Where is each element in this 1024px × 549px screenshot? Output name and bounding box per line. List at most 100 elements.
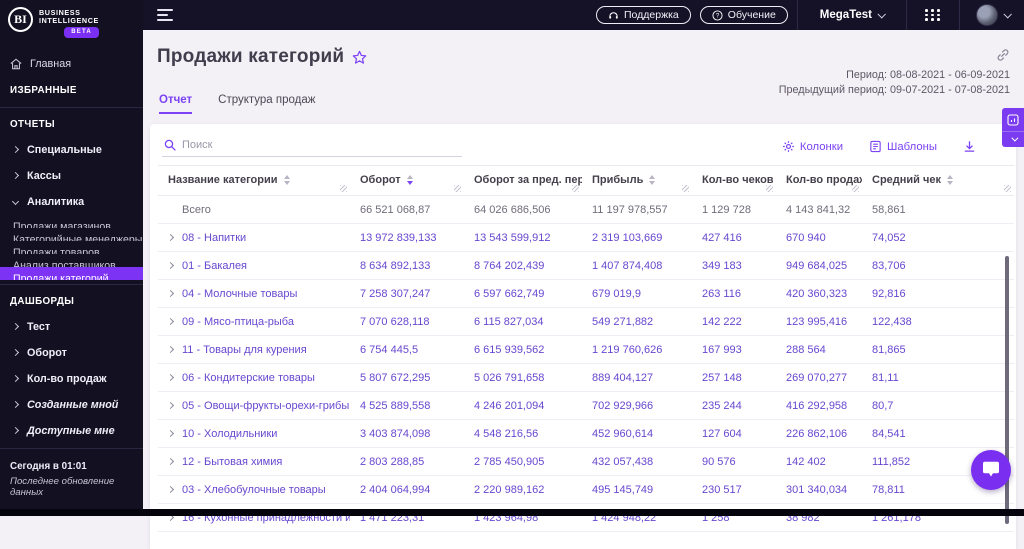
- table-row[interactable]: 05 - Овощи-фрукты-орехи-грибы 4 525 889,…: [158, 391, 1014, 420]
- cell-avg-check: 81,865: [862, 335, 1014, 364]
- tab-report[interactable]: Отчет: [159, 94, 193, 114]
- sidebar-group-test[interactable]: Тест: [0, 314, 143, 340]
- cell-turnover: 3 403 874,098: [350, 419, 464, 448]
- column-header-checks[interactable]: Кол-во чеков: [692, 165, 776, 196]
- page-title: Продажи категорий: [157, 46, 345, 67]
- category-name[interactable]: 01 - Бакалея: [182, 259, 248, 272]
- cell-sales: 288 564: [776, 335, 862, 364]
- sort-icon[interactable]: [283, 175, 290, 185]
- sidebar-item-store-sales[interactable]: Продажи магазинов: [13, 221, 111, 228]
- category-name[interactable]: 10 - Холодильники: [182, 427, 278, 440]
- chevron-right-icon: [11, 348, 20, 357]
- category-name[interactable]: 12 - Бытовая химия: [182, 455, 283, 468]
- user-menu[interactable]: [960, 4, 1024, 26]
- table-row[interactable]: 01 - Бакалея 8 634 892,133 8 764 202,439…: [158, 251, 1014, 280]
- category-sales-table: Название категории Оборот Оборот за пред…: [158, 165, 1014, 532]
- sidebar-group-created-by-me[interactable]: Созданные мной: [0, 392, 143, 418]
- menu-fold-icon[interactable]: [157, 9, 173, 21]
- total-avg-check: 58,861: [862, 195, 1014, 224]
- table-row[interactable]: 08 - Напитки 13 972 839,133 13 543 599,9…: [158, 223, 1014, 252]
- column-header-category[interactable]: Название категории: [158, 165, 350, 196]
- expand-icon[interactable]: [166, 289, 175, 298]
- column-header-turnover[interactable]: Оборот: [350, 165, 464, 196]
- favorite-star-icon[interactable]: [352, 50, 367, 65]
- beta-badge: BETA: [64, 27, 99, 38]
- sidebar-group-special[interactable]: Специальные: [0, 137, 143, 163]
- category-name[interactable]: 09 - Мясо-птица-рыба: [182, 315, 294, 328]
- group-label: Кассы: [27, 169, 61, 182]
- sidebar-group-sales-count[interactable]: Кол-во продаж: [0, 366, 143, 392]
- search-input[interactable]: [182, 139, 460, 151]
- sidebar-item-category-managers[interactable]: Категорийные менеджеры: [13, 234, 143, 241]
- table-row[interactable]: 16 - Кухонные принадлежности и декор 1 4…: [158, 503, 1014, 532]
- share-link-icon[interactable]: [996, 48, 1010, 62]
- cell-checks: 263 116: [692, 279, 776, 308]
- cell-avg-check: 92,816: [862, 279, 1014, 308]
- app-logo[interactable]: BI BUSINESS INTELLIGENCE BETA: [0, 0, 143, 44]
- sidebar-group-available-to-me[interactable]: Доступные мне: [0, 418, 143, 444]
- sort-icon[interactable]: [649, 175, 656, 185]
- expand-icon[interactable]: [166, 261, 175, 270]
- category-name[interactable]: 06 - Кондитерские товары: [182, 371, 315, 384]
- cell-checks: 90 576: [692, 447, 776, 476]
- table-row[interactable]: 04 - Молочные товары 7 258 307,247 6 597…: [158, 279, 1014, 308]
- templates-button[interactable]: Шаблоны: [869, 140, 937, 153]
- expand-icon[interactable]: [166, 345, 175, 354]
- table-row[interactable]: 06 - Кондитерские товары 5 807 672,295 5…: [158, 363, 1014, 392]
- sidebar-item-home[interactable]: Главная: [0, 52, 143, 76]
- download-button[interactable]: [963, 140, 976, 153]
- expand-icon[interactable]: [166, 317, 175, 326]
- sidebar-group-turnover[interactable]: Оборот: [0, 340, 143, 366]
- expand-icon[interactable]: [166, 485, 175, 494]
- table-row[interactable]: 12 - Бытовая химия 2 803 288,85 2 785 45…: [158, 447, 1014, 476]
- cell-sales: 949 684,025: [776, 251, 862, 280]
- current-period: Период: 08-08-2021 - 06-09-2021: [846, 69, 1010, 81]
- column-header-profit[interactable]: Прибыль: [582, 165, 692, 196]
- group-label: Созданные мной: [27, 398, 119, 411]
- chat-widget-button[interactable]: [971, 450, 1011, 490]
- sort-icon[interactable]: [947, 175, 953, 185]
- cell-turnover-prev: 6 115 827,034: [464, 307, 582, 336]
- expand-icon[interactable]: [166, 401, 175, 410]
- report-card: Колонки Шаблоны Название категории Оборо…: [150, 124, 1016, 549]
- expand-icon[interactable]: [166, 429, 175, 438]
- category-name[interactable]: 03 - Хлебобулочные товары: [182, 483, 326, 496]
- sidebar-group-analytics[interactable]: Аналитика: [0, 189, 143, 215]
- category-name[interactable]: 04 - Молочные товары: [182, 287, 298, 300]
- apps-grid-button[interactable]: [907, 0, 959, 30]
- category-name[interactable]: 11 - Товары для курения: [182, 343, 307, 356]
- column-header-turnover-prev[interactable]: Оборот за пред. период: [464, 165, 582, 196]
- table-row[interactable]: 10 - Холодильники 3 403 874,098 4 548 21…: [158, 419, 1014, 448]
- sidebar-group-kassy[interactable]: Кассы: [0, 163, 143, 189]
- headset-icon: [609, 11, 618, 19]
- collapse-panel-button[interactable]: [1002, 132, 1024, 147]
- divider: [0, 447, 143, 449]
- sidebar-item-category-sales[interactable]: Продажи категорий: [0, 266, 143, 280]
- sidebar-item-product-sales[interactable]: Продажи товаров: [13, 247, 100, 254]
- cell-turnover-prev: 1 423 964,98: [464, 503, 582, 532]
- search-field[interactable]: [162, 136, 462, 157]
- cell-sales: 301 340,034: [776, 475, 862, 504]
- sort-icon-active-desc[interactable]: [406, 175, 413, 185]
- table-row[interactable]: 11 - Товары для курения 6 754 445,5 6 61…: [158, 335, 1014, 364]
- sidebar-item-supplier-analysis[interactable]: Анализ поставщиков: [13, 260, 116, 267]
- table-row[interactable]: 03 - Хлебобулочные товары 2 404 064,994 …: [158, 475, 1014, 504]
- category-name[interactable]: 08 - Напитки: [182, 231, 247, 244]
- table-scrollbar[interactable]: [1005, 256, 1009, 524]
- chart-panel-button[interactable]: [1002, 108, 1024, 132]
- columns-button[interactable]: Колонки: [782, 140, 843, 153]
- column-header-avg-check[interactable]: Средний чек: [862, 165, 1014, 196]
- expand-icon[interactable]: [166, 457, 175, 466]
- bi-monogram: BI: [8, 7, 33, 32]
- column-header-sales-count[interactable]: Кол-во продаж: [776, 165, 862, 196]
- training-button[interactable]: ? Обучение: [699, 6, 788, 24]
- table-row[interactable]: 09 - Мясо-птица-рыба 7 070 628,118 6 115…: [158, 307, 1014, 336]
- account-switcher[interactable]: MegaTest: [798, 9, 906, 21]
- tab-sales-structure[interactable]: Структура продаж: [218, 94, 316, 106]
- gear-icon: [783, 141, 794, 152]
- category-name[interactable]: 05 - Овощи-фрукты-орехи-грибы: [182, 399, 350, 412]
- support-button[interactable]: Поддержка: [596, 6, 691, 24]
- support-label: Поддержка: [624, 9, 679, 21]
- expand-icon[interactable]: [166, 373, 175, 382]
- expand-icon[interactable]: [166, 233, 175, 242]
